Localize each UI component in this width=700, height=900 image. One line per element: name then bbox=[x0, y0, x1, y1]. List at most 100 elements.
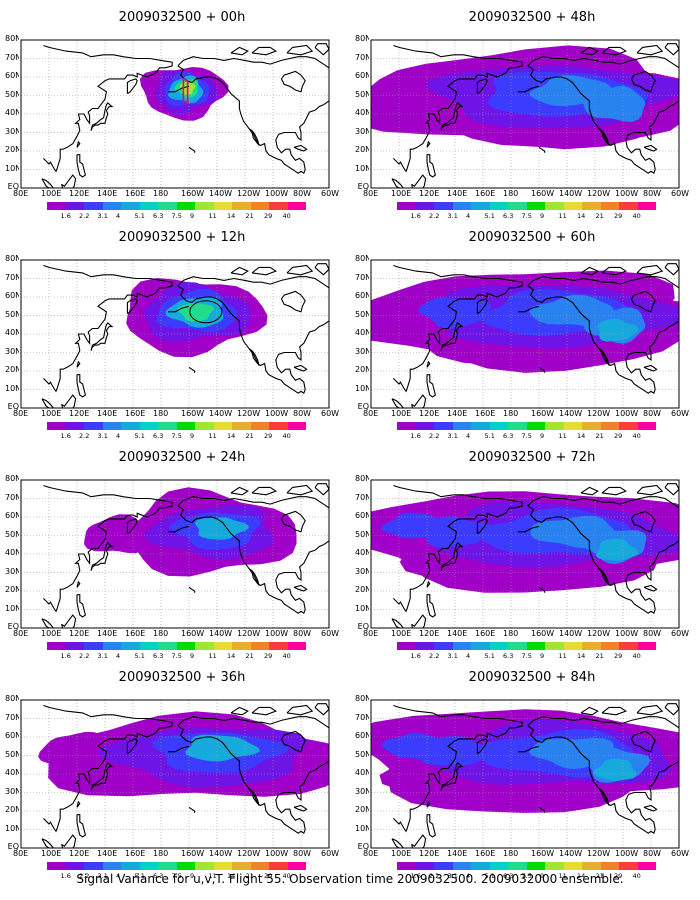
colorbar-level-label: 5.1 bbox=[484, 652, 495, 660]
variance-contour bbox=[38, 731, 112, 772]
lat-tick-label: 70N bbox=[5, 272, 19, 282]
colorbar-swatch bbox=[158, 862, 177, 870]
colorbar-swatch bbox=[102, 202, 121, 210]
coastline bbox=[43, 704, 173, 833]
coastline bbox=[426, 140, 431, 148]
lon-tick-label: 120E bbox=[69, 189, 90, 198]
coastline bbox=[76, 154, 87, 178]
lon-tick-label: 80E bbox=[13, 189, 29, 198]
colorbar-level-label: 14 bbox=[577, 652, 586, 660]
colorbar-level-label: 4 bbox=[116, 872, 121, 880]
colorbar-level-label: 40 bbox=[282, 432, 291, 440]
colorbar-level-label: 6.3 bbox=[503, 872, 514, 880]
coastline bbox=[177, 716, 329, 729]
colorbar-swatch bbox=[213, 862, 232, 870]
colorbar-level-label: 2.2 bbox=[79, 652, 90, 660]
figure-caption: Signal Variance for u,v,T. Flight 55. Ob… bbox=[76, 872, 624, 886]
coastline bbox=[43, 44, 173, 173]
map-frame bbox=[20, 699, 330, 849]
colorbar-level-label: 14 bbox=[227, 872, 236, 880]
lat-tick-label: 10N bbox=[5, 163, 19, 173]
colorbar-level-label: 21 bbox=[595, 872, 604, 880]
coastline bbox=[538, 586, 546, 593]
colorbar-level-label: 14 bbox=[227, 432, 236, 440]
colorbar-level-label: 14 bbox=[227, 212, 236, 220]
colorbar-level-label: 29 bbox=[614, 652, 623, 660]
lat-tick-label: 50N bbox=[355, 89, 369, 99]
colorbar-swatch bbox=[250, 862, 269, 870]
coastline bbox=[598, 568, 610, 586]
lon-tick-label: 140E bbox=[447, 849, 468, 858]
map-panel: 2009032500 + 60h 80N 70N 60N 50N 40N 30N 20N 10N… bbox=[355, 220, 700, 445]
variance-map bbox=[20, 479, 330, 629]
coastline bbox=[391, 618, 404, 628]
lat-tick-label: 60N bbox=[5, 511, 19, 520]
colorbar-swatch bbox=[489, 642, 508, 650]
colorbar-swatch bbox=[121, 862, 140, 870]
map-frame bbox=[370, 39, 680, 189]
coastline bbox=[177, 505, 306, 615]
coastline bbox=[580, 46, 599, 56]
colorbar-level-label: 11 bbox=[208, 652, 217, 660]
lon-tick-label: 160E bbox=[475, 849, 496, 858]
lon-tick-label: 140E bbox=[97, 629, 118, 638]
coastline bbox=[314, 263, 329, 276]
lon-tick-label: 180 bbox=[503, 849, 519, 858]
coastline bbox=[230, 266, 249, 276]
variance-contour bbox=[595, 538, 639, 561]
colorbar-swatch bbox=[47, 862, 66, 870]
lat-tick-label: 50N bbox=[355, 309, 369, 319]
lat-tick-label: 40N bbox=[5, 108, 19, 117]
lon-tick-label: 160E bbox=[125, 409, 146, 418]
coastline bbox=[41, 178, 54, 188]
lon-tick-label: 60W bbox=[671, 189, 690, 198]
map-frame bbox=[370, 259, 680, 409]
colorbar-swatch bbox=[600, 862, 619, 870]
lon-tick-label: 80W bbox=[293, 409, 312, 418]
lon-tick-label: 100W bbox=[615, 189, 639, 198]
colorbar-swatch bbox=[434, 422, 453, 430]
colorbar-swatch bbox=[84, 422, 103, 430]
colorbar-level-label: 21 bbox=[245, 652, 254, 660]
coastline bbox=[643, 804, 658, 812]
coastline bbox=[518, 305, 540, 313]
lat-tick-label: 50N bbox=[5, 749, 19, 759]
lat-tick-label: 20N bbox=[355, 145, 369, 154]
lon-tick-label: 60W bbox=[321, 189, 340, 198]
lon-tick-label: 180 bbox=[503, 629, 519, 638]
coastline bbox=[664, 263, 679, 276]
coastline bbox=[76, 580, 81, 588]
colorbar-swatch bbox=[600, 202, 619, 210]
colorbar-level-label: 40 bbox=[632, 212, 641, 220]
lon-tick-label: 140W bbox=[559, 629, 583, 638]
colorbar-swatch bbox=[397, 202, 416, 210]
colorbar-swatch bbox=[102, 422, 121, 430]
coastline bbox=[625, 540, 679, 610]
lat-tick-label: 10N bbox=[355, 163, 369, 173]
lon-tick-label: 80E bbox=[13, 849, 29, 858]
map-panel: 2009032500 + 00h 80N 70N 60N 50N 40N 30N 20N 10N… bbox=[5, 0, 357, 225]
coastline bbox=[280, 70, 306, 93]
colorbar-level-label: 2.2 bbox=[429, 872, 440, 880]
colorbar-swatch bbox=[121, 202, 140, 210]
lon-tick-label: 100W bbox=[265, 849, 289, 858]
colorbar-level-label: 5.1 bbox=[134, 432, 145, 440]
coastline bbox=[286, 264, 314, 276]
colorbar-swatch bbox=[232, 202, 251, 210]
colorbar-swatch bbox=[508, 422, 527, 430]
coastline bbox=[41, 398, 54, 408]
colorbar-swatch bbox=[582, 642, 601, 650]
colorbar-level-label: 2.2 bbox=[429, 432, 440, 440]
coastline bbox=[440, 542, 464, 571]
coastline bbox=[177, 65, 306, 175]
coastline bbox=[598, 788, 610, 806]
colorbar-level-label: 7.5 bbox=[521, 652, 532, 660]
coastline bbox=[630, 510, 656, 533]
lat-tick-label: 20N bbox=[355, 585, 369, 594]
colorbar-level-label: 5.1 bbox=[134, 872, 145, 880]
coastline bbox=[391, 398, 404, 408]
colorbar-level-label: 1.6 bbox=[410, 432, 421, 440]
lat-tick-label: 70N bbox=[355, 712, 369, 722]
colorbar-level-label: 11 bbox=[558, 652, 567, 660]
colorbar-swatch bbox=[213, 422, 232, 430]
